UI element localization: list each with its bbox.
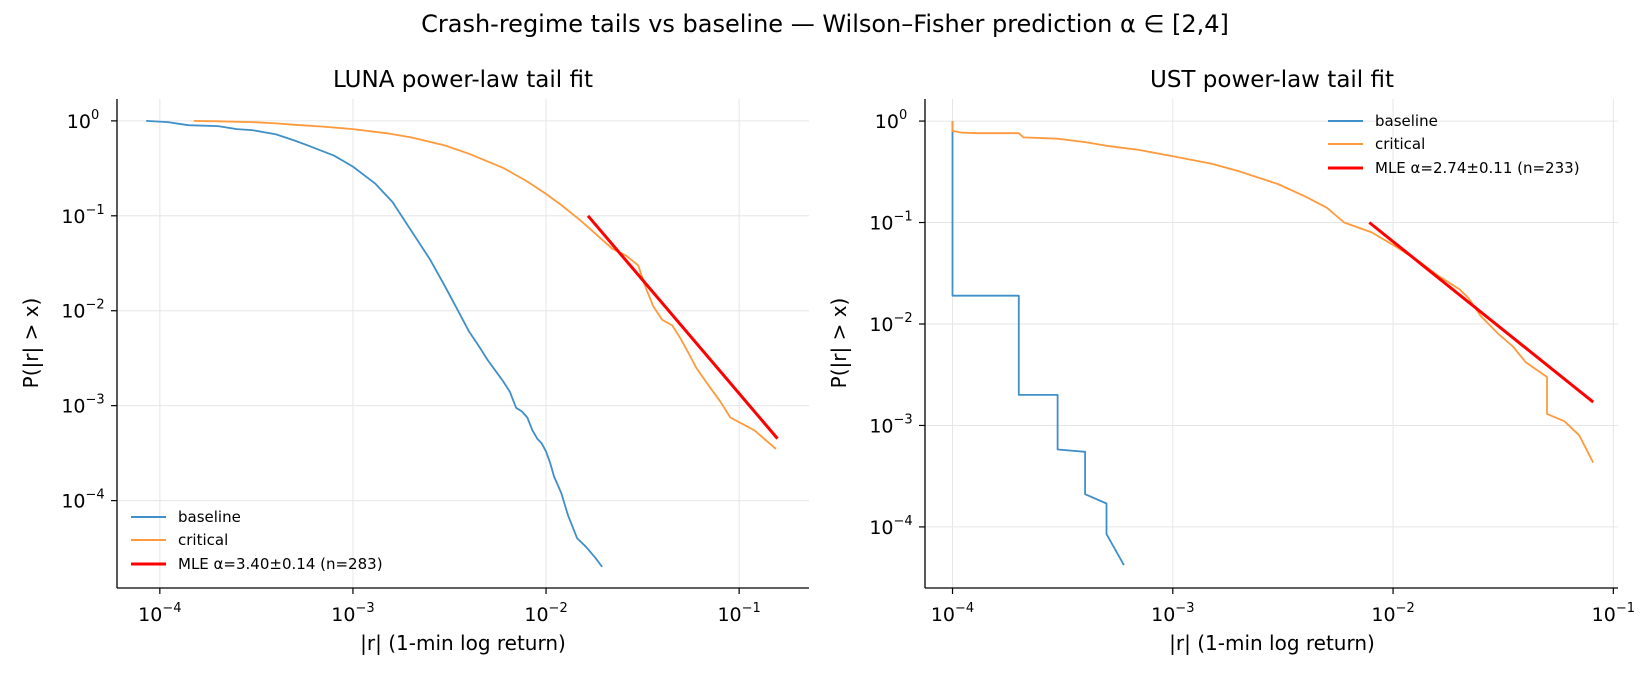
ust-panel-title: UST power-law tail fit (1150, 67, 1394, 93)
luna-x-tick-label: 10−2 (524, 601, 567, 626)
luna-x-tick-label: 10−1 (717, 601, 760, 626)
luna-y-tick-label: 10−1 (61, 203, 104, 228)
luna-baseline-line (146, 120, 603, 568)
ust-y-tick-label: 100 (875, 108, 907, 133)
luna-y-tick-label: 10−2 (61, 298, 104, 323)
ust-y-tick-label: 10−1 (869, 210, 912, 235)
luna-ticks: 10−4 10−3 10−2 10−1 100 10−1 10−2 10−3 10−4 (61, 108, 761, 626)
ust-y-tick-label: 10−4 (869, 514, 912, 539)
ust-series-group (951, 121, 1595, 566)
ust-legend-label-critical: critical (1375, 135, 1425, 153)
luna-y-tick-label: 10−4 (61, 488, 104, 513)
ust-y-tick-label: 10−2 (869, 311, 912, 336)
ust-x-axis-label: |r| (1-min log return) (1169, 631, 1375, 655)
ust-baseline-line (951, 121, 1125, 566)
luna-fit-line (586, 214, 779, 440)
ust-legend-label-fit: MLE α=2.74±0.11 (n=233) (1375, 159, 1580, 177)
luna-y-axis-label: P(|r| > x) (19, 298, 43, 389)
ust-legend-label-baseline: baseline (1375, 112, 1438, 130)
luna-legend-label-fit: MLE α=3.40±0.14 (n=283) (178, 555, 383, 573)
ust-x-tick-label: 10−4 (931, 601, 974, 626)
luna-x-axis-label: |r| (1-min log return) (360, 631, 566, 655)
ust-fit-line (1368, 221, 1595, 404)
ust-x-tick-label: 10−2 (1371, 601, 1414, 626)
luna-x-tick-label: 10−4 (138, 601, 181, 626)
luna-critical-line (193, 120, 777, 450)
luna-series-group (146, 120, 779, 568)
luna-x-tick-label: 10−3 (331, 601, 374, 626)
figure-suptitle: Crash-regime tails vs baseline — Wilson–… (421, 10, 1229, 38)
luna-legend-label-baseline: baseline (178, 508, 241, 526)
ust-grid (925, 99, 1618, 588)
ust-legend: baseline critical MLE α=2.74±0.11 (n=233… (1328, 112, 1580, 177)
luna-legend-label-critical: critical (178, 531, 228, 549)
ust-critical-line (951, 121, 1595, 464)
luna-panel-title: LUNA power-law tail fit (333, 67, 593, 93)
ust-panel: UST power-law tail fit 10−4 10−3 10−2 10−11… (827, 67, 1635, 655)
ust-x-tick-label: 10−1 (1592, 601, 1635, 626)
ust-y-tick-label: 10−3 (869, 412, 912, 437)
ust-x-tick-label: 10−3 (1151, 601, 1194, 626)
luna-legend: baseline critical MLE α=3.40±0.14 (n=283… (131, 508, 383, 573)
ust-y-axis-label: P(|r| > x) (827, 298, 851, 389)
luna-panel: LUNA power-law tail fit 10−4 10−3 10−2 10−1… (19, 67, 809, 655)
luna-y-tick-label: 100 (67, 108, 99, 133)
ust-ticks: 10−4 10−3 10−2 10−1 100 10−1 10−2 10−3 10−4 (869, 108, 1635, 626)
luna-y-tick-label: 10−3 (61, 393, 104, 418)
